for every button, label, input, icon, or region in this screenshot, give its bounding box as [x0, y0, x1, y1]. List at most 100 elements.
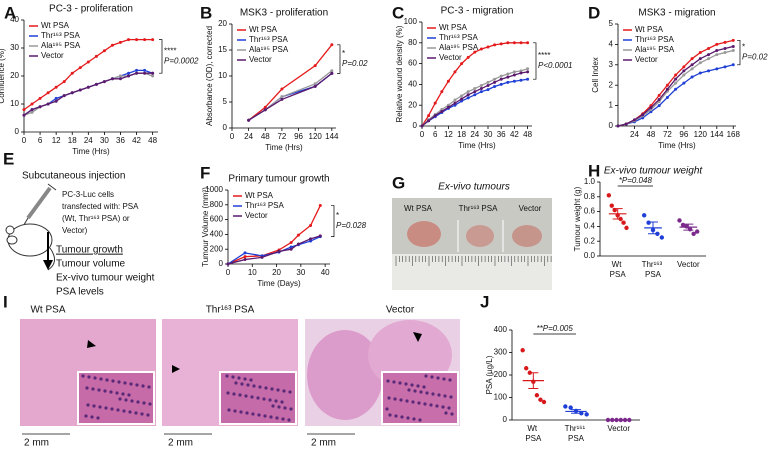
point — [94, 54, 98, 58]
annotation: **** — [538, 51, 550, 60]
point — [289, 241, 293, 245]
panel-letter: F — [200, 163, 210, 182]
point — [22, 113, 26, 117]
legend-label: Vector — [245, 211, 268, 220]
panel-title: Subcutaneous injection — [22, 171, 125, 182]
point — [519, 78, 523, 82]
point — [715, 42, 719, 46]
y-tick-label: 60 — [408, 59, 417, 68]
point — [54, 99, 58, 103]
point — [674, 73, 678, 77]
point — [313, 84, 317, 88]
point — [440, 109, 444, 113]
point — [446, 103, 450, 107]
point — [541, 399, 547, 405]
point — [110, 43, 114, 47]
syringe — [21, 183, 57, 229]
point — [260, 255, 264, 259]
cells-line: Vector) — [62, 226, 88, 235]
point — [698, 57, 702, 61]
x-tick-label: 96 — [679, 130, 688, 139]
legend-label: Wt PSA — [41, 21, 70, 30]
legend-label: Ala¹⁹⁵ PSA — [249, 45, 289, 54]
x-tick-label: 72 — [663, 130, 672, 139]
significance-bracket — [337, 44, 341, 74]
x-tick-label: 0 — [22, 136, 27, 145]
point — [433, 114, 437, 118]
point — [460, 62, 464, 66]
y-tick-label: 1000 — [205, 185, 223, 194]
point — [151, 71, 155, 75]
point — [486, 45, 490, 49]
point — [538, 397, 543, 402]
tissue — [307, 330, 383, 420]
y-axis-label: Cell Index — [591, 57, 600, 93]
point — [690, 57, 694, 61]
x-tick-label: 12 — [52, 136, 61, 145]
legend-label: Ala¹⁹⁵ PSA — [635, 45, 675, 54]
x-tick-label: 96 — [294, 132, 303, 141]
series-line — [23, 69, 153, 116]
point — [534, 393, 540, 398]
chart: F Primary tumour growth02004006008001000T… — [200, 163, 367, 288]
x-tick-label: Thr¹⁶¹ PSA — [565, 424, 588, 443]
legend-label: Thr¹⁶³ PSA — [439, 33, 479, 42]
readout: Tumour volume — [56, 259, 126, 270]
y-tick-label: 0.4 — [584, 222, 596, 231]
x-tick-label: 120 — [694, 130, 708, 139]
point — [715, 53, 719, 57]
point — [665, 95, 669, 99]
y-tick-label: 20 — [10, 71, 19, 80]
annotation: * — [742, 43, 745, 52]
point — [616, 124, 620, 128]
point — [584, 412, 589, 417]
point — [118, 77, 122, 81]
point — [677, 218, 682, 223]
chart-title: PC-3 - proliferation — [49, 4, 133, 15]
point — [277, 249, 281, 253]
point — [313, 64, 317, 68]
y-axis-label: Relative wound density (%) — [395, 25, 404, 122]
tumour — [466, 225, 494, 247]
point — [657, 93, 661, 97]
point — [30, 108, 34, 112]
annotation: * — [336, 211, 339, 220]
annotation: P=0.02 — [742, 53, 768, 62]
scale-label: 2 mm — [311, 438, 336, 449]
point — [707, 53, 711, 57]
point — [499, 82, 503, 86]
cells-line: (Wt, Thr¹⁶³ PSA) or — [62, 214, 130, 223]
point — [427, 119, 431, 123]
point — [493, 80, 497, 84]
panel-letter: J — [480, 292, 489, 311]
point — [127, 74, 131, 78]
y-tick-label: 0 — [223, 123, 228, 132]
point — [38, 96, 42, 100]
y-tick-label: 4 — [609, 40, 614, 49]
point — [690, 63, 694, 67]
point — [247, 118, 251, 122]
point — [526, 67, 530, 71]
annotation: P=0.02 — [342, 59, 368, 68]
panel-letter: G — [392, 173, 405, 192]
x-tick-label: 20 — [272, 268, 281, 277]
y-tick-label: 0 — [503, 415, 508, 424]
point — [506, 41, 510, 45]
y-tick-label: 300 — [494, 348, 508, 357]
point — [526, 77, 530, 81]
point — [466, 96, 470, 100]
ruler-ticks — [395, 256, 552, 266]
scale-label: 2 mm — [24, 438, 49, 449]
x-tick-label: 36 — [116, 136, 125, 145]
legend-label: Thr¹⁶³ PSA — [245, 201, 285, 210]
significance-bracket — [533, 42, 537, 80]
y-tick-label: 0 — [609, 121, 614, 130]
point — [318, 204, 322, 208]
point — [94, 82, 98, 86]
y-tick-label: 20 — [218, 19, 227, 28]
point — [330, 69, 334, 73]
legend-label: Thr¹⁶³ PSA — [41, 31, 81, 40]
point — [102, 49, 106, 53]
x-tick-label: Vector — [677, 260, 700, 269]
histology-label: Vector — [386, 305, 415, 316]
